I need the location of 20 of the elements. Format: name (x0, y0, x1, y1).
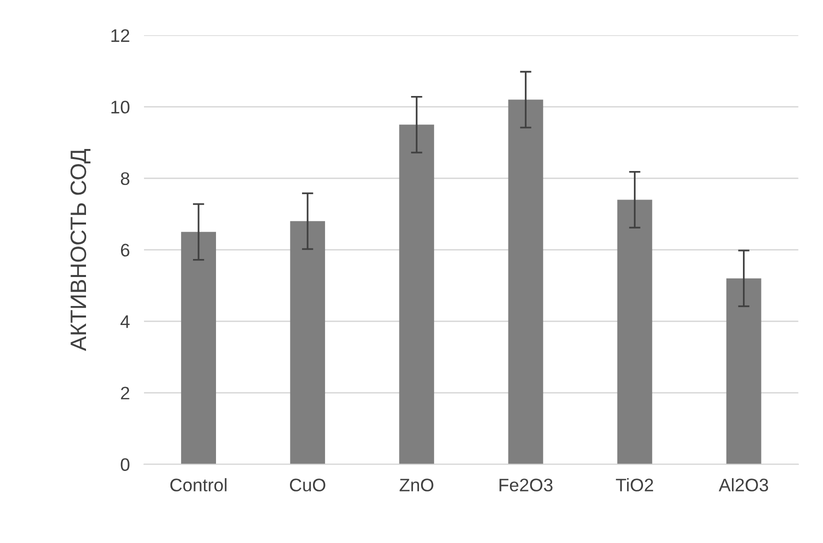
bar (399, 124, 434, 464)
y-tick-label: 12 (111, 29, 130, 42)
bar (181, 232, 216, 464)
y-axis-title: АКТИВНОСТЬ СОД (70, 148, 90, 351)
y-tick-label: 4 (120, 315, 130, 328)
x-tick-label: Al2O3 (718, 478, 768, 492)
x-tick-label: Control (170, 478, 226, 492)
y-tick-label: 8 (120, 172, 130, 186)
bar (726, 278, 762, 464)
bar (508, 100, 544, 464)
y-tick-label: 2 (121, 386, 130, 400)
y-tick-label: 0 (120, 458, 130, 471)
y-tick-label: 10 (111, 100, 130, 114)
y-tick-label: 6 (121, 244, 130, 256)
x-tick-label: ZnO (400, 478, 434, 492)
x-tick-label: Fe2O3 (500, 478, 552, 492)
x-tick-label: TiO2 (616, 478, 654, 492)
x-tick-label: CuO (290, 478, 326, 492)
bar (617, 200, 652, 464)
bar (290, 221, 326, 464)
